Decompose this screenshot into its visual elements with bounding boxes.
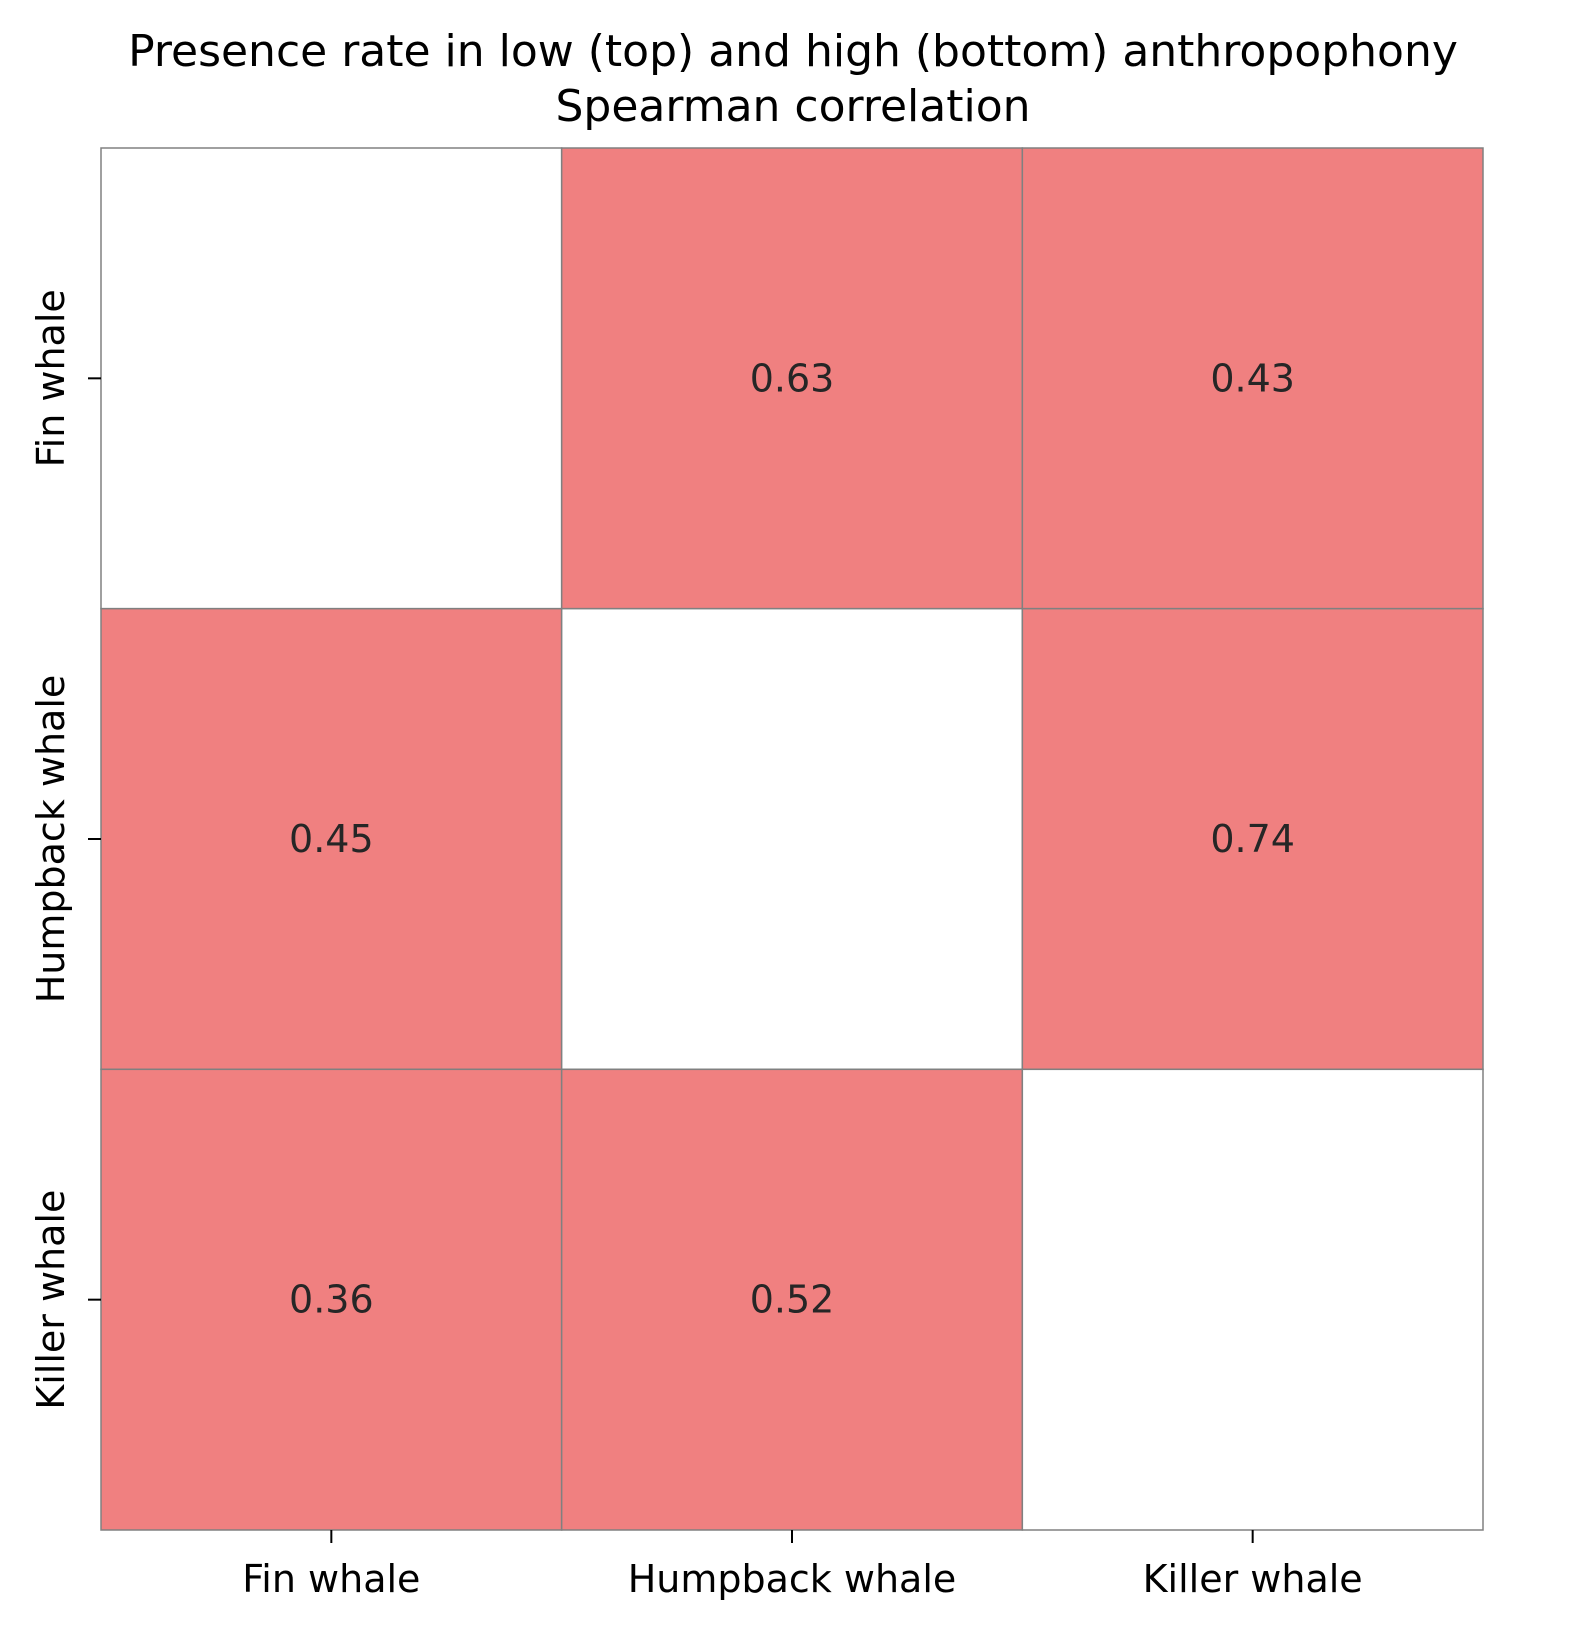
heatmap-cell-0-0 — [100, 147, 563, 610]
heatmap-cell-0-1 — [560, 147, 1024, 610]
heatmap-cell-labels: 0.63 0.43 0.45 0.74 0.36 0.52 — [289, 356, 1295, 1321]
heatmap-cell-2-1 — [560, 1068, 1024, 1531]
cell-value-label: 0.45 — [289, 817, 374, 861]
heatmap-cell-2-0 — [100, 1068, 563, 1531]
y-tick-label: Fin whale — [29, 289, 73, 467]
x-tick-label: Killer whale — [1143, 1557, 1363, 1601]
y-axis: Fin whale Humpback whale Killer whale — [29, 289, 101, 1410]
y-tick-label: Killer whale — [29, 1190, 73, 1410]
heatmap-cell-1-2 — [1021, 607, 1484, 1071]
heatmap-cells — [100, 147, 1484, 1531]
x-axis: Fin whale Humpback whale Killer whale — [242, 1530, 1363, 1601]
cell-value-label: 0.36 — [289, 1278, 374, 1322]
x-tick-label: Humpback whale — [628, 1557, 957, 1601]
chart-title-line-1: Presence rate in low (top) and high (bot… — [128, 26, 1458, 77]
cell-value-label: 0.74 — [1210, 817, 1295, 861]
heatmap-cell-1-1 — [560, 607, 1024, 1071]
chart-title-line-2: Spearman correlation — [556, 81, 1031, 132]
cell-value-label: 0.52 — [750, 1278, 835, 1322]
cell-value-label: 0.63 — [750, 356, 835, 400]
y-tick-label: Humpback whale — [29, 675, 73, 1004]
heatmap-cell-2-2 — [1021, 1068, 1484, 1531]
heatmap-cell-0-2 — [1021, 147, 1484, 610]
cell-value-label: 0.43 — [1210, 356, 1295, 400]
heatmap-cell-1-0 — [100, 607, 563, 1071]
x-tick-label: Fin whale — [242, 1557, 420, 1601]
